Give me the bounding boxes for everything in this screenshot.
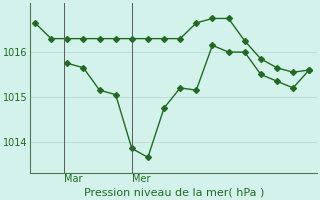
X-axis label: Pression niveau de la mer( hPa ): Pression niveau de la mer( hPa ): [84, 187, 264, 197]
